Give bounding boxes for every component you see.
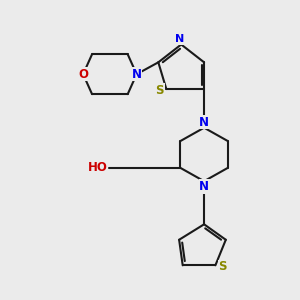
Text: S: S — [219, 260, 227, 273]
Text: HO: HO — [88, 161, 108, 174]
Text: N: N — [199, 116, 209, 129]
Text: N: N — [199, 180, 209, 193]
Text: O: O — [78, 68, 88, 81]
Text: N: N — [175, 34, 184, 44]
Text: N: N — [132, 68, 142, 81]
Text: S: S — [156, 84, 164, 97]
